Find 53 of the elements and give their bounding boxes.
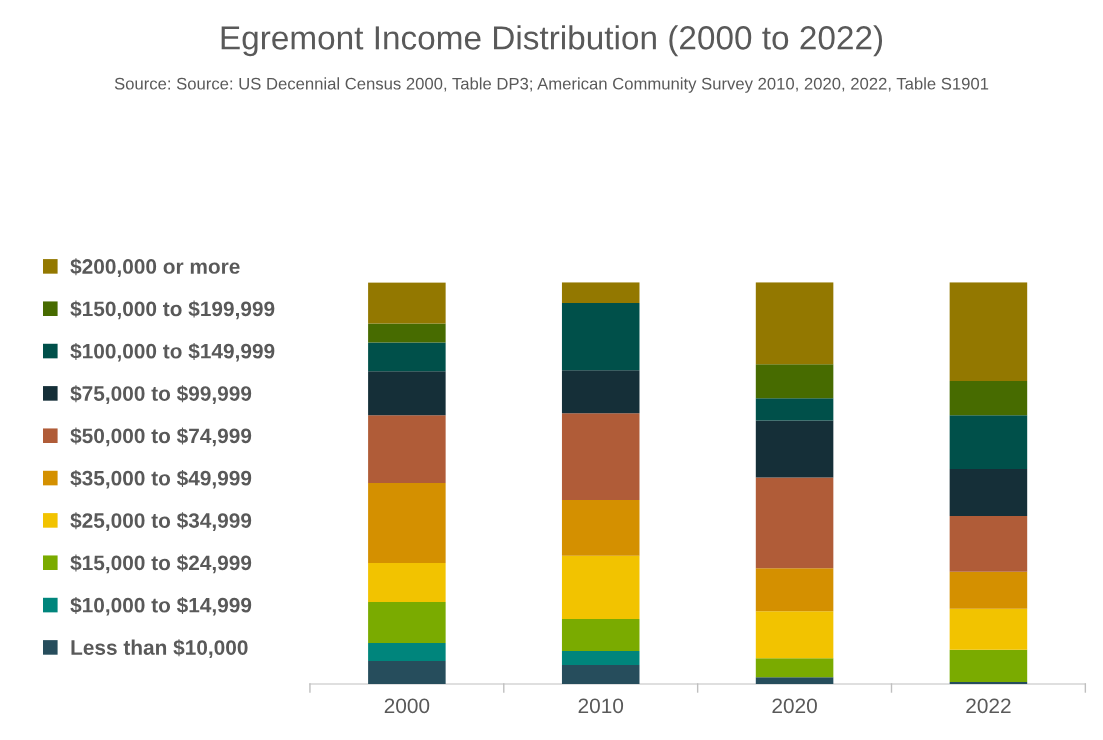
bar [755,477,834,569]
bar [949,469,1028,517]
bar [368,483,446,564]
x-tick-label: 2022 [966,698,1011,714]
chart-subtitle: Source: Source: US Decennial Census 2000, Table DP3; American Community Survey 2010, 2020, 2022, Table S1901 [114,77,989,93]
legend-label: $25,000 to $34,999 [70,512,252,531]
bar [368,323,446,343]
bar [949,571,1028,609]
legend-label: $100,000 to $149,999 [70,342,275,362]
bar [368,282,446,324]
legend-label: $50,000 to $74,999 [70,427,252,447]
bar [561,618,640,652]
bar [368,602,446,643]
bar [949,381,1028,416]
bar [949,282,1028,382]
legend-label: $10,000 to $14,999 [70,596,252,616]
bar [755,420,834,478]
bar [368,371,446,416]
bar [561,665,640,684]
bar [561,370,640,414]
x-tick-label: 2000 [384,698,430,714]
bar [755,364,834,399]
bar [368,415,446,484]
bar [755,398,834,421]
x-tick-label: 2020 [772,698,817,714]
bar [368,661,446,684]
legend-label: $150,000 to $199,999 [70,300,275,320]
bar [561,303,640,371]
bar [755,677,834,684]
bar [755,658,834,678]
bar [755,568,834,612]
bar [949,681,1028,684]
bar [949,649,1028,682]
bar [755,282,834,365]
bar [561,282,640,304]
bar [949,516,1028,572]
bar [561,555,640,619]
bar [368,643,446,662]
legend-label: $75,000 to $99,999 [70,385,252,404]
chart-title: Egremont Income Distribution (2000 to 2022) [221,25,883,57]
legend-label: $200,000 or more [70,258,240,277]
bar [368,563,446,603]
bar [368,342,446,372]
bar [561,651,640,666]
legend-label: $15,000 to $24,999 [70,554,252,574]
bar [755,611,834,659]
x-tick-label: 2010 [578,698,624,714]
bar [561,499,640,556]
legend-label: Less than $10,000 [71,639,248,658]
bar [949,415,1028,470]
bar [561,413,640,500]
legend-label: $35,000 to $49,999 [70,469,252,489]
bar [949,608,1028,650]
